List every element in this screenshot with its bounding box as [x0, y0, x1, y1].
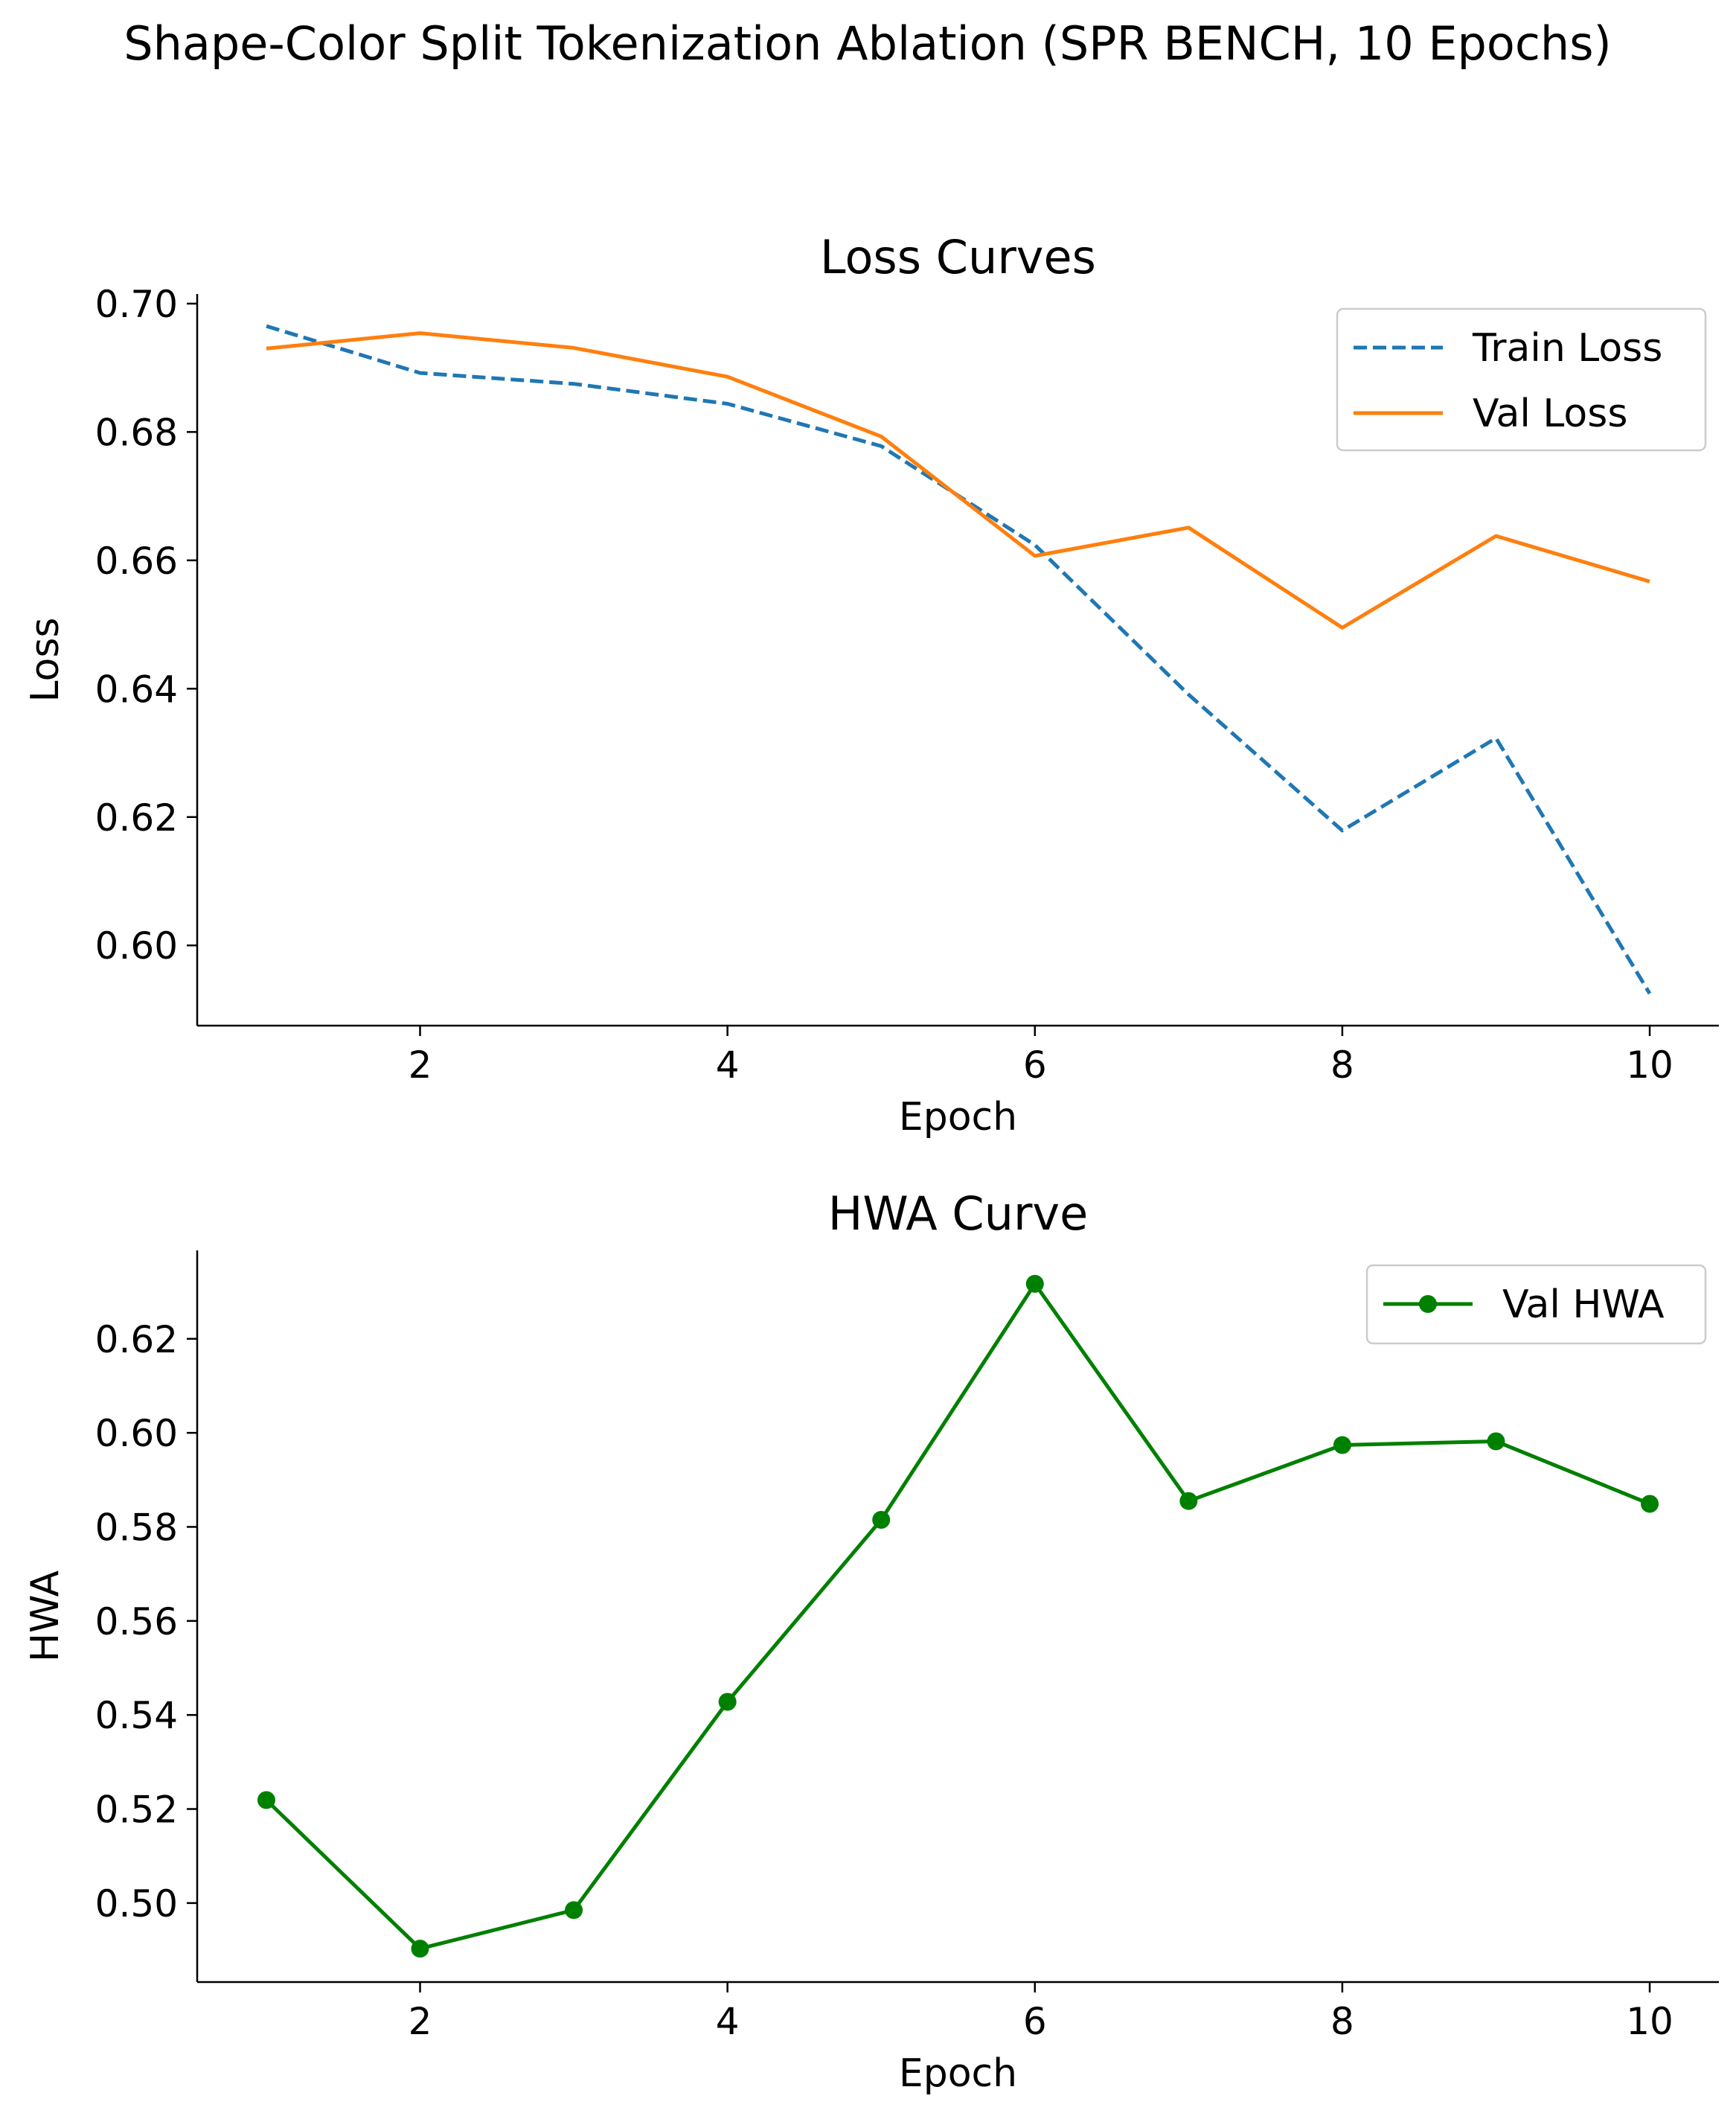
subplot-1: Loss Curves 2 4 6 8 10 0.60 0.62 0.64 0.66 0.68 0.7… — [23, 230, 1719, 1140]
x-tick-label: 6 — [1023, 2000, 1047, 2043]
y-tick-label: 0.62 — [95, 796, 178, 840]
y-tick-label: 0.60 — [95, 924, 178, 968]
charts-container: Loss Curves 2 4 6 8 10 0.60 0.62 0.64 0.66 0.68 0.7… — [23, 230, 1719, 2096]
figure-title: Shape-Color Split Tokenization Ablation … — [124, 16, 1611, 71]
x-tick-label: 2 — [409, 1043, 432, 1087]
data-point-val-hwa — [872, 1510, 891, 1529]
y-tick-label: 0.62 — [95, 1318, 178, 1361]
y-tick-label: 0.68 — [95, 411, 178, 454]
subplot-2: HWA Curve 2 4 6 8 10 0.50 0.52 0.54 0.56 0.58 0.60 0… — [23, 1186, 1719, 2096]
data-point-val-hwa — [1333, 1436, 1351, 1454]
x-tick-label: 8 — [1330, 1043, 1354, 1087]
data-point-val-hwa — [257, 1791, 275, 1809]
subplot-title: HWA Curve — [828, 1186, 1089, 1241]
y-tick-label: 0.70 — [95, 283, 178, 326]
series-line-val-hwa — [265, 1282, 1650, 1951]
y-tick-label: 0.54 — [95, 1694, 178, 1737]
y-tick-label: 0.60 — [95, 1412, 178, 1455]
legend-box — [1365, 1264, 1707, 1345]
data-point-val-hwa — [1025, 1274, 1044, 1293]
data-point-val-hwa — [1641, 1495, 1659, 1513]
legend-label-val-hwa: Val HWA — [1502, 1282, 1665, 1327]
y-tick-label: 0.50 — [95, 1882, 178, 1925]
x-tick-label: 6 — [1023, 1043, 1047, 1087]
y-axis-label: HWA — [23, 1570, 68, 1662]
y-tick-label: 0.66 — [95, 540, 178, 583]
legend-marker-val-hwa — [1419, 1295, 1437, 1313]
legend-label-train-loss: Train Loss — [1472, 326, 1662, 371]
data-point-val-hwa — [718, 1693, 737, 1711]
legend-label-val-loss: Val Loss — [1473, 391, 1627, 436]
x-tick-label: 4 — [716, 2000, 740, 2043]
x-tick-label: 10 — [1626, 2000, 1673, 2043]
x-tick-label: 4 — [716, 1043, 740, 1087]
x-tick-label: 2 — [409, 2000, 432, 2043]
data-point-val-hwa — [411, 1940, 429, 1958]
y-tick-label: 0.56 — [95, 1600, 178, 1643]
x-tick-label: 8 — [1330, 2000, 1354, 2043]
subplot-title: Loss Curves — [820, 230, 1096, 284]
data-point-val-hwa — [1179, 1492, 1198, 1510]
data-point-val-hwa — [565, 1901, 583, 1920]
legend: Val HWA — [1365, 1264, 1707, 1345]
legend: Train Loss Val Loss — [1336, 307, 1707, 452]
x-axis-label: Epoch — [899, 2051, 1017, 2096]
series-line-val-loss — [266, 331, 1650, 630]
x-axis-label: Epoch — [899, 1095, 1017, 1140]
x-tick-label: 10 — [1626, 1043, 1673, 1087]
y-tick-label: 0.58 — [95, 1506, 178, 1549]
y-tick-label: 0.52 — [95, 1789, 178, 1832]
y-axis-label: Loss — [23, 617, 68, 702]
y-tick-label: 0.64 — [95, 668, 178, 711]
data-point-val-hwa — [1487, 1432, 1505, 1451]
